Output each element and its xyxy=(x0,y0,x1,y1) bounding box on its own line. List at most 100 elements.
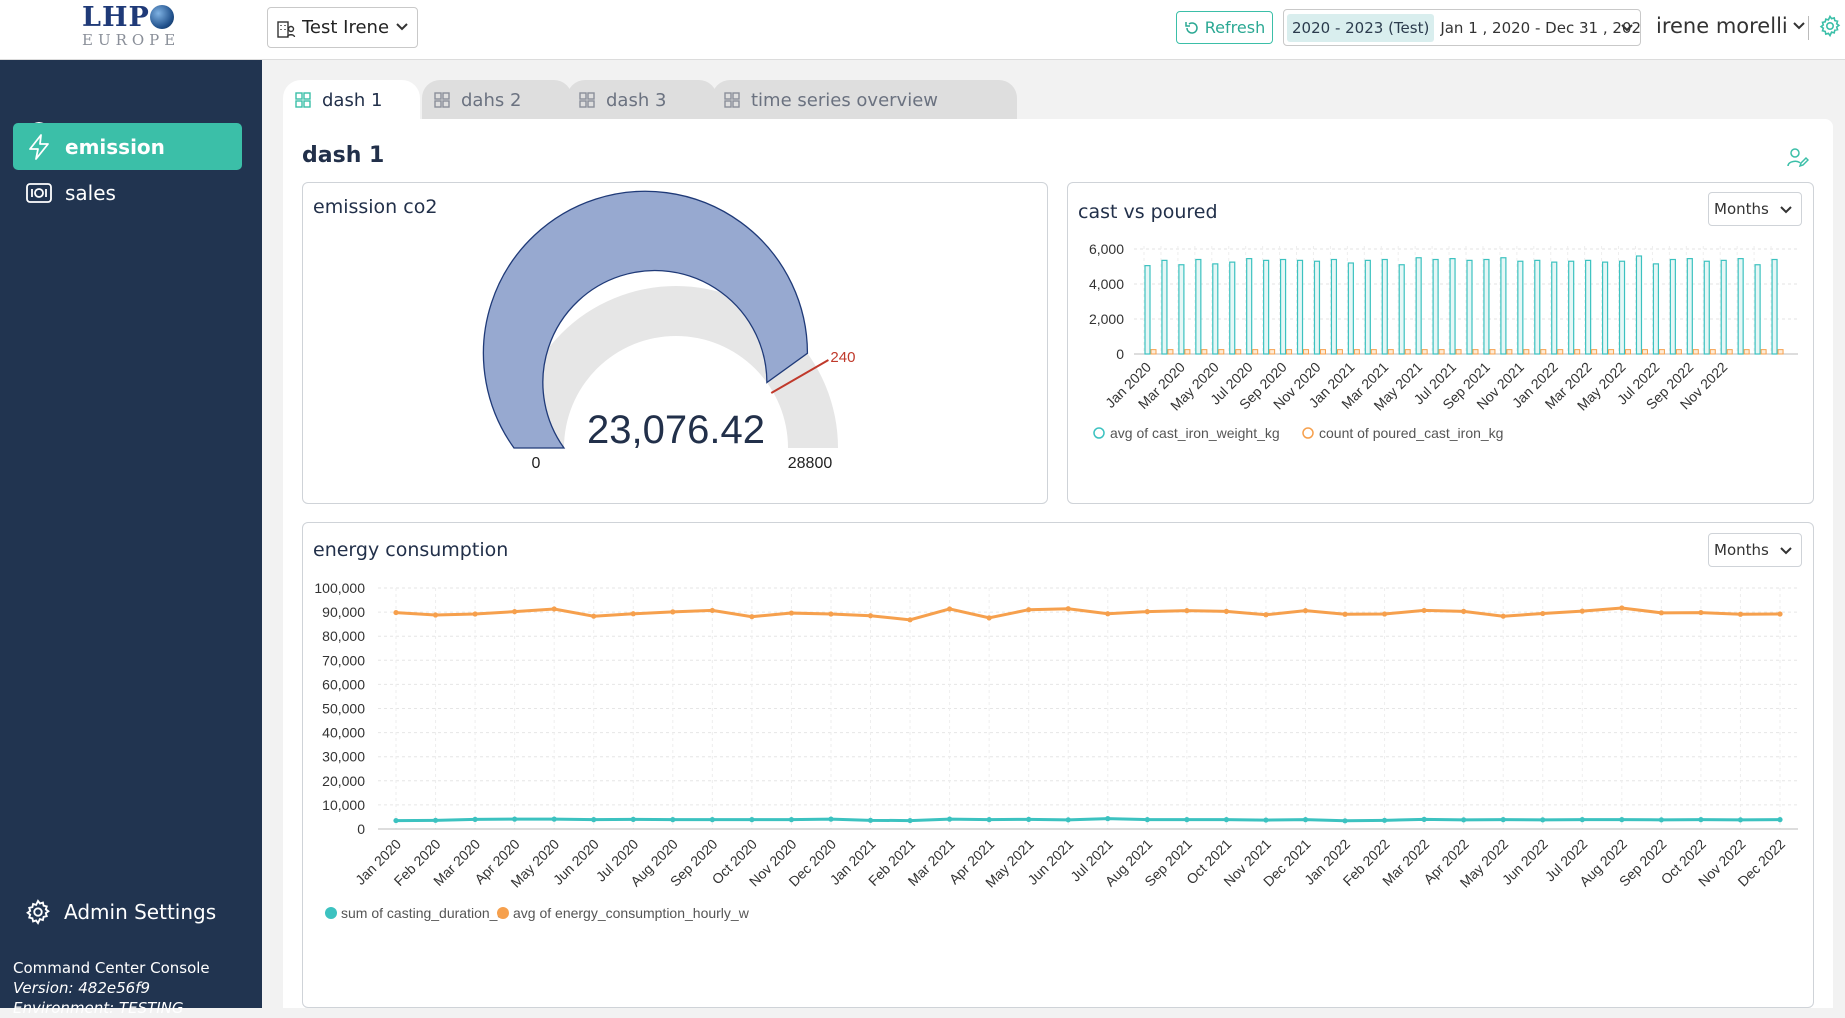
point-casting-duration xyxy=(1698,817,1704,823)
dashboard-grid-icon xyxy=(295,92,311,108)
sidebar-item-emission[interactable]: emission xyxy=(13,123,242,170)
tab-dash-1[interactable]: dash 1 xyxy=(283,80,420,120)
y-tick-label: 0 xyxy=(357,821,365,837)
refresh-button[interactable]: Refresh xyxy=(1176,11,1273,44)
top-bar: LHP EUROPE Test Irene I Refresh 2020 - 2… xyxy=(0,0,1845,60)
bar-cast-iron-weight xyxy=(1601,261,1609,355)
user-edit-icon[interactable] xyxy=(1785,146,1809,170)
building-user-icon xyxy=(277,20,296,38)
date-range-select[interactable]: 2020 - 2023 (Test) Jan 1 , 2020 - Dec 31… xyxy=(1283,9,1641,46)
bar-cast-iron-weight xyxy=(1195,258,1202,355)
bar-poured-count xyxy=(1540,349,1547,355)
bar-poured-count xyxy=(1506,349,1513,355)
globe-logo-icon xyxy=(150,5,174,29)
point-casting-duration xyxy=(432,817,439,823)
bar-poured-count xyxy=(1574,349,1581,355)
point-energy-consumption xyxy=(1342,611,1348,617)
y-tick-label: 50,000 xyxy=(322,701,365,717)
gauge-value-label: 23,076.42 xyxy=(587,408,765,452)
bar-poured-count xyxy=(1336,349,1343,355)
bar-cast-iron-weight xyxy=(1212,263,1219,355)
point-casting-duration xyxy=(1540,817,1546,823)
gauge-threshold-marker xyxy=(770,359,829,394)
bar-poured-count xyxy=(1319,349,1326,355)
console-environment: Environment: TESTING xyxy=(13,999,184,1017)
bar-cast-iron-weight xyxy=(1703,260,1710,355)
period-select-value: Months xyxy=(1714,200,1769,218)
point-casting-duration xyxy=(788,817,795,823)
bar-poured-count xyxy=(1489,349,1496,355)
tab-label: dahs 2 xyxy=(461,89,522,111)
legend-marker-poured-count xyxy=(1302,427,1314,439)
bar-cast-iron-weight xyxy=(1330,258,1338,355)
point-casting-duration xyxy=(749,817,755,823)
bar-cast-iron-weight xyxy=(1500,257,1507,355)
legend-marker-cast-iron-weight xyxy=(1093,427,1105,439)
point-energy-consumption xyxy=(1698,609,1704,616)
point-energy-consumption xyxy=(1421,607,1427,614)
dashboard-grid-icon xyxy=(434,92,450,108)
point-casting-duration xyxy=(1461,817,1467,823)
sidebar: manufactoring emission sales Admin Setti… xyxy=(0,60,262,1017)
period-select[interactable]: Months xyxy=(1708,192,1802,226)
chevron-down-icon[interactable] xyxy=(1792,19,1806,33)
sidebar-item-sales[interactable]: sales xyxy=(13,169,242,216)
bar-poured-count xyxy=(1353,349,1360,355)
point-casting-duration xyxy=(1777,817,1783,823)
chevron-down-icon xyxy=(1780,547,1792,555)
dashboard-grid-icon xyxy=(724,92,740,108)
tab-time-series-overview[interactable]: time series overview xyxy=(712,80,1017,120)
point-energy-consumption xyxy=(867,613,874,619)
dashboard-panel: dash 1 emission co2 240 23,076.42 0 28800 c… xyxy=(283,119,1833,1008)
user-menu[interactable]: irene morelli xyxy=(1656,14,1788,38)
bar-poured-count xyxy=(1591,349,1598,355)
point-energy-consumption xyxy=(1263,612,1269,618)
bar-poured-count xyxy=(1608,349,1615,355)
card-title: emission co2 xyxy=(313,196,438,218)
console-version: Version: 482e56f9 xyxy=(13,979,151,997)
point-energy-consumption xyxy=(709,607,715,614)
tab-label: time series overview xyxy=(751,89,939,111)
point-casting-duration xyxy=(1579,817,1585,823)
bar-poured-count xyxy=(1523,349,1530,355)
logo-text-top: LHP xyxy=(82,2,150,33)
point-energy-consumption xyxy=(947,606,953,612)
bar-poured-count xyxy=(1404,349,1411,355)
point-casting-duration xyxy=(1658,817,1664,823)
point-casting-duration xyxy=(1184,817,1190,823)
tab-dahs-2[interactable]: dahs 2 xyxy=(422,80,572,120)
bar-cast-iron-weight xyxy=(1551,261,1558,355)
legend-label: sum of casting_duration_s xyxy=(341,905,504,921)
point-energy-consumption xyxy=(670,609,676,615)
bar-cast-iron-weight xyxy=(1296,259,1304,355)
point-energy-consumption xyxy=(1658,610,1664,616)
refresh-label: Refresh xyxy=(1204,18,1266,37)
gauge-threshold-label: 240 xyxy=(830,349,855,366)
point-energy-consumption xyxy=(551,606,557,612)
bar-poured-count xyxy=(1438,349,1445,355)
tab-dash-3[interactable]: dash 3 xyxy=(567,80,717,120)
point-casting-duration xyxy=(1026,816,1032,822)
admin-settings-link[interactable]: Admin Settings xyxy=(24,898,216,926)
point-energy-consumption xyxy=(472,611,478,617)
site-select[interactable]: Test Irene I xyxy=(267,7,418,48)
point-casting-duration xyxy=(1263,817,1269,823)
divider xyxy=(1808,16,1809,40)
bar-cast-iron-weight xyxy=(1246,258,1253,355)
series-line-casting-duration xyxy=(395,817,1781,823)
point-casting-duration xyxy=(1500,817,1506,823)
bar-poured-count xyxy=(1387,349,1394,355)
period-select[interactable]: Months xyxy=(1708,533,1802,567)
point-casting-duration xyxy=(670,817,676,823)
gear-icon[interactable] xyxy=(1818,14,1842,38)
bar-cast-iron-weight xyxy=(1381,258,1388,355)
cast-vs-poured-card: cast vs poured Months 6,000 4,000 2,000 0 Ja… xyxy=(1067,182,1814,504)
point-energy-consumption xyxy=(907,617,913,623)
bar-poured-count xyxy=(1286,349,1293,355)
point-casting-duration xyxy=(512,816,518,822)
date-range-preset-chip: 2020 - 2023 (Test) xyxy=(1287,13,1435,42)
bar-poured-count xyxy=(1218,349,1225,355)
company-logo[interactable]: LHP EUROPE xyxy=(80,2,180,52)
bar-poured-count xyxy=(1303,349,1310,355)
sales-icon xyxy=(26,182,52,203)
